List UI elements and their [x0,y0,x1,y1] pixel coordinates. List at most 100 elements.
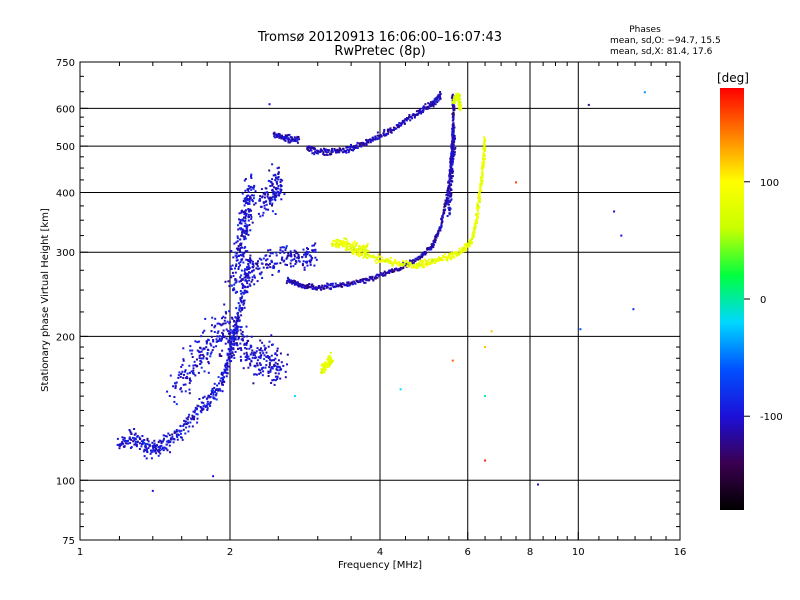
data-point [290,265,292,268]
data-point [295,250,297,253]
data-point [185,426,188,429]
data-point [220,339,223,342]
data-point [276,347,279,350]
data-point [247,208,250,210]
data-point [384,260,387,263]
data-point [309,145,312,148]
data-point [209,355,212,358]
data-point [433,101,436,103]
data-point [240,269,243,272]
data-point [399,263,402,266]
data-point [243,292,246,294]
data-point [192,410,195,413]
data-point [199,410,202,413]
data-point [184,390,187,393]
data-point [250,335,253,338]
data-point [284,376,287,379]
data-point [237,325,240,328]
data-point [383,128,386,131]
data-point [446,198,449,201]
data-point [286,256,289,259]
data-point [302,260,305,263]
data-point [244,214,247,217]
data-point [243,198,246,201]
data-point [471,237,474,240]
data-point [375,137,378,140]
data-point [251,194,254,197]
data-point [294,139,297,142]
data-point [233,242,236,245]
data-point [238,304,241,307]
data-point [434,99,437,102]
data-point [293,395,296,398]
data-point [240,300,243,302]
data-point [346,240,349,243]
data-point [335,246,338,249]
data-point [256,364,259,367]
data-point [452,109,455,112]
data-point [465,247,468,250]
data-point [397,126,400,129]
data-point [307,251,310,254]
data-point [249,284,252,287]
data-point [436,101,439,104]
data-point [632,308,635,311]
data-point [123,436,126,439]
data-point [250,280,253,283]
data-point [215,388,218,391]
data-point [376,131,379,134]
data-point [253,357,256,360]
data-point [246,353,249,356]
data-point [278,369,281,372]
data-point [453,153,456,156]
data-point [389,262,392,265]
data-point [463,248,466,251]
data-point [330,282,333,285]
data-point [184,432,187,435]
data-point [362,256,365,259]
data-point [321,369,324,371]
data-point [235,247,238,250]
colorbar-tick-label: 100 [760,178,779,189]
data-point [273,135,276,138]
data-point [314,242,317,245]
data-point [206,396,209,399]
data-point [257,260,259,263]
data-point [279,191,282,194]
data-point [309,147,312,150]
data-point [450,258,453,261]
data-point [254,365,257,368]
data-point [270,259,273,262]
data-point [251,260,254,263]
data-point [181,370,184,373]
data-point [213,382,216,385]
data-point [250,215,253,218]
data-point [235,321,238,324]
data-point [329,356,332,359]
data-point [285,247,288,250]
data-point [189,421,192,424]
data-point [200,401,203,404]
data-point [268,103,271,106]
data-point [238,309,241,312]
data-point [372,279,375,282]
data-point [209,352,212,355]
data-point [241,233,243,236]
data-point [121,436,124,439]
data-point [240,274,243,277]
data-point [365,138,368,141]
data-point [385,134,388,137]
data-point [481,165,483,168]
phases-stats-x: mean, sd,X: 81.4, 17.6 [610,47,713,57]
data-point [301,262,304,265]
data-point [377,258,379,261]
data-point [216,384,219,387]
data-point [240,242,243,245]
data-point [356,253,359,256]
data-point [478,190,481,193]
data-point [452,130,455,133]
data-point [239,261,242,264]
data-point [225,337,228,340]
data-point [237,248,240,251]
y-tick-label: 100 [56,476,75,487]
